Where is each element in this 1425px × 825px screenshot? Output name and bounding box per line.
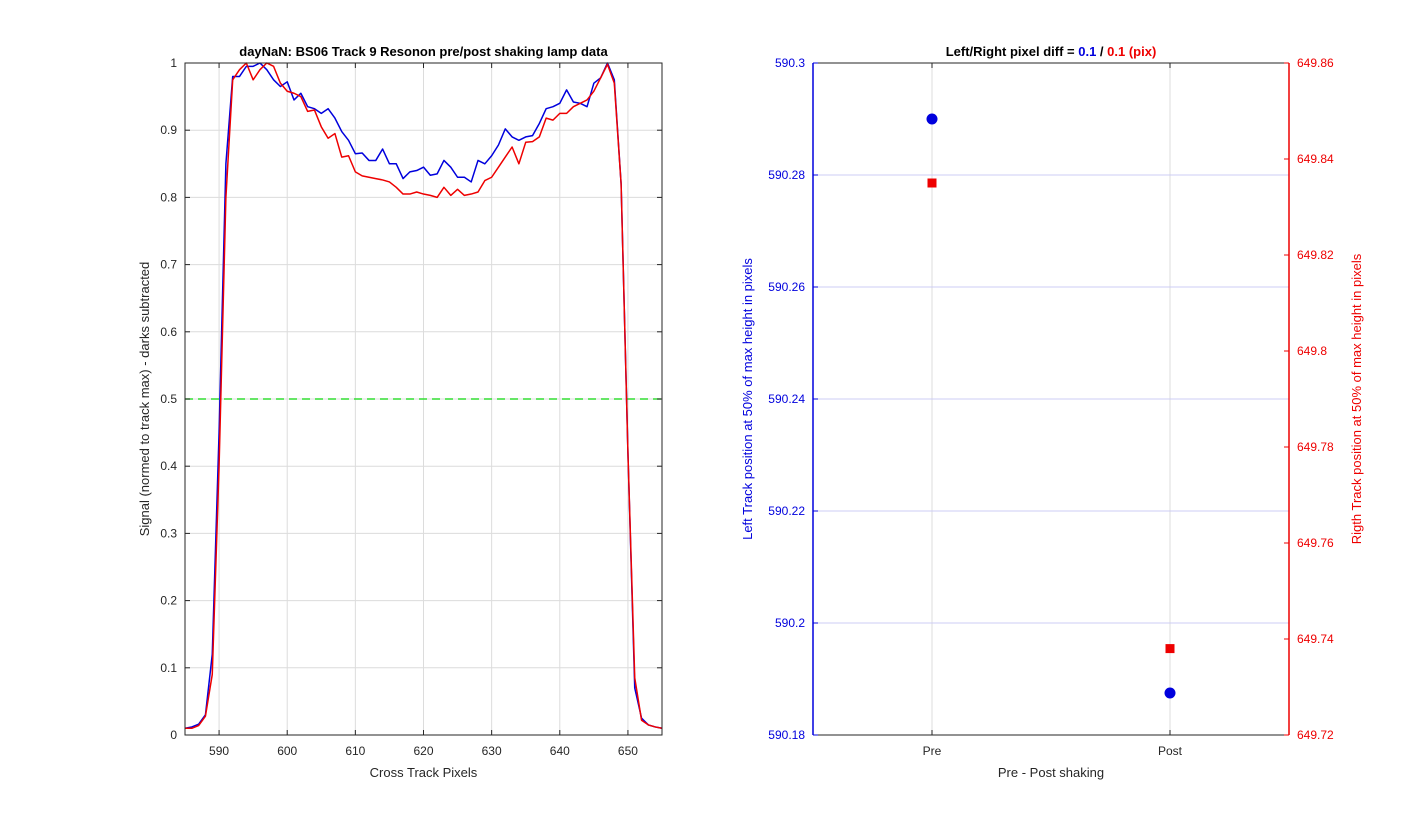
left-x-tick-label: 650	[618, 744, 638, 758]
right-right-y-tick-label: 649.78	[1297, 440, 1334, 454]
left-x-tick-label: 620	[413, 744, 433, 758]
left-y-tick-label: 0.3	[160, 526, 177, 540]
right-left-y-tick-label: 590.2	[775, 616, 805, 630]
right-right-y-tick-label: 649.84	[1297, 152, 1334, 166]
pre-shaking-line	[184, 62, 663, 730]
right-left-y-axis-label: Left Track position at 50% of max height…	[740, 258, 755, 540]
right-chart-title: Left/Right pixel diff = 0.1 / 0.1 (pix)	[946, 44, 1157, 59]
right-x-tick-label: Post	[1158, 744, 1183, 758]
left-track-point-post	[1164, 687, 1176, 699]
right-left-y-tick-label: 590.26	[768, 280, 805, 294]
post-shaking-line	[185, 62, 663, 730]
left-x-tick-label: 600	[277, 744, 297, 758]
right-track-point-pre	[927, 178, 937, 188]
right-points-group	[926, 113, 1176, 699]
right-left-y-tick-label: 590.3	[775, 56, 805, 70]
right-right-y-tick-label: 649.74	[1297, 632, 1334, 646]
right-x-axis-label: Pre - Post shaking	[998, 765, 1104, 780]
left-y-axis-label: Signal (normed to track max) - darks sub…	[137, 262, 152, 537]
left-chart-title: dayNaN: BS06 Track 9 Resonon pre/post sh…	[239, 44, 608, 59]
right-left-y-tick-label: 590.24	[768, 392, 805, 406]
right-title-prefix: Left/Right pixel diff =	[946, 44, 1079, 59]
left-y-tick-label: 0.6	[160, 325, 177, 339]
left-y-tick-label: 0.7	[160, 258, 177, 272]
right-track-point-post	[1165, 644, 1175, 654]
right-left-y-tick-label: 590.28	[768, 168, 805, 182]
right-left-y-tick-label: 590.18	[768, 728, 805, 742]
right-title-right-value: 0.1 (pix)	[1107, 44, 1156, 59]
left-x-axis-label: Cross Track Pixels	[370, 765, 478, 780]
left-x-tick-label: 640	[550, 744, 570, 758]
left-x-tick-label: 590	[209, 744, 229, 758]
right-right-y-tick-label: 649.76	[1297, 536, 1334, 550]
right-left-y-tick-label: 590.22	[768, 504, 805, 518]
left-y-tick-label: 0.8	[160, 190, 177, 204]
left-chart: 590 600 610 620 630 640 650 0 0.1 0.2 0.3 0.4 0.5 0.6…	[137, 44, 663, 780]
right-right-y-tick-label: 649.72	[1297, 728, 1334, 742]
right-right-y-tick-label: 649.86	[1297, 56, 1334, 70]
left-track-point-pre	[926, 113, 938, 125]
right-title-left-value: 0.1	[1078, 44, 1096, 59]
right-ticks: Pre Post 590.18 590.2 590.22 590.24 590.26 590.…	[768, 56, 1334, 758]
left-ticks: 590 600 610 620 630 640 650 0 0.1 0.2 0.3 0.4 0.5 0.6…	[160, 56, 662, 758]
right-x-tick-label: Pre	[923, 744, 942, 758]
right-chart: Pre Post 590.18 590.2 590.22 590.24 590.26 590.…	[740, 44, 1364, 780]
left-series-group	[184, 62, 663, 730]
left-y-tick-label: 0.4	[160, 459, 177, 473]
right-right-y-axis-label: Rigth Track position at 50% of max heigh…	[1349, 253, 1364, 544]
left-y-tick-label: 0.1	[160, 661, 177, 675]
left-x-tick-label: 630	[482, 744, 502, 758]
left-y-tick-label: 0.9	[160, 123, 177, 137]
left-x-tick-label: 610	[345, 744, 365, 758]
right-right-y-tick-label: 649.82	[1297, 248, 1334, 262]
right-right-y-tick-label: 649.8	[1297, 344, 1327, 358]
left-y-tick-label: 0	[170, 728, 177, 742]
right-grid	[813, 63, 1289, 735]
left-y-tick-label: 0.2	[160, 594, 177, 608]
left-y-tick-label: 0.5	[160, 392, 177, 406]
left-y-tick-label: 1	[170, 56, 177, 70]
right-title-separator: /	[1096, 44, 1107, 59]
